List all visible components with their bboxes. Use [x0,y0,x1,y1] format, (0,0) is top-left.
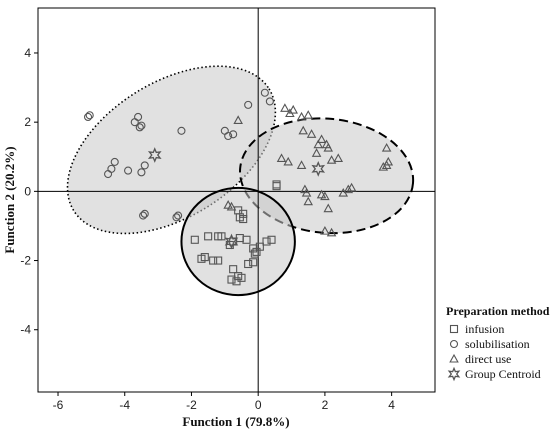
point-solubilisation [244,100,253,109]
legend: Preparation method infusionsolubilisatio… [446,304,550,382]
x-tick-label: 4 [388,398,395,412]
point-direct-use [323,203,334,213]
point-solubilisation [139,211,148,220]
legend-label: Group Centroid [465,367,541,381]
point-solubilisation [265,97,274,106]
point-direct-use [306,129,317,138]
y-axis-label: Function 2 (20.2%) [2,146,17,253]
point-solubilisation [229,130,238,139]
x-axis-label: Function 1 (79.8%) [182,414,289,429]
point-solubilisation [85,111,94,120]
centroid-direct-use [311,160,326,177]
y-tick-label: -4 [20,323,31,337]
point-infusion [239,214,248,224]
point-solubilisation [224,131,233,141]
point-direct-use [280,103,290,112]
data-points [83,88,394,286]
point-infusion [232,277,241,286]
y-tick-label: -2 [20,254,31,268]
point-solubilisation [137,168,146,177]
legend-marker-circle [449,339,459,349]
point-infusion [255,242,264,251]
point-infusion [190,235,199,244]
centroid-infusion [224,233,239,250]
point-infusion [214,256,223,265]
point-infusion [217,232,226,241]
point-direct-use [378,162,389,171]
point-direct-use [301,187,312,197]
point-solubilisation [177,126,186,135]
legend-label: solubilisation [465,337,530,351]
point-direct-use [296,111,307,121]
point-direct-use [283,156,293,166]
point-direct-use [288,104,298,114]
x-tick-label: 0 [255,398,262,412]
point-solubilisation [130,118,139,127]
point-infusion [197,254,206,263]
point-infusion [227,275,236,284]
point-direct-use [338,187,349,197]
point-direct-use [320,226,330,235]
y-tick-label: 2 [24,115,31,129]
legend-label: infusion [465,322,504,336]
point-infusion [249,258,258,267]
legend-marker-square [449,324,459,334]
legend-marker-star [447,366,461,382]
point-solubilisation [140,161,149,170]
point-solubilisation [124,166,133,175]
point-solubilisation [140,209,149,218]
point-direct-use [296,160,307,169]
point-solubilisation [260,88,269,97]
point-solubilisation [135,123,144,132]
point-infusion [229,265,238,274]
point-direct-use [326,155,337,164]
legend-label: direct use [465,352,511,366]
point-direct-use [323,142,334,152]
point-solubilisation [104,170,113,179]
point-direct-use [381,142,392,152]
point-direct-use [303,110,314,119]
x-tick-label: -2 [186,398,197,412]
point-solubilisation [83,112,93,122]
point-direct-use [311,148,322,157]
point-infusion [244,259,253,269]
point-infusion [242,235,251,244]
point-direct-use [333,153,344,163]
point-direct-use [343,184,354,194]
point-solubilisation [110,157,119,166]
point-infusion [262,237,271,246]
point-infusion [272,180,281,189]
point-infusion [209,256,218,265]
point-direct-use [276,153,287,163]
point-direct-use [303,196,314,206]
point-infusion [204,232,213,241]
centroid-solubilisation [147,147,162,163]
x-axis-ticks: -6 -4 -2 0 2 4 [53,392,395,412]
group-centroids [147,147,326,250]
point-solubilisation [137,121,146,130]
point-infusion [267,235,276,244]
x-tick-label: 2 [322,398,329,412]
point-direct-use [226,201,237,211]
point-direct-use [316,134,327,144]
x-tick-label: -4 [119,398,130,412]
point-direct-use [298,125,309,135]
point-solubilisation [172,213,181,222]
x-tick-label: -6 [53,398,64,412]
point-solubilisation [174,211,183,220]
point-direct-use [326,227,337,237]
y-tick-label: 4 [24,46,31,60]
legend-marker-triangle [449,353,459,363]
point-direct-use [320,191,330,201]
y-tick-label: 0 [24,184,31,198]
legend-title: Preparation method [446,304,550,318]
reference-lines [38,8,435,392]
point-direct-use [233,115,243,124]
point-direct-use [313,139,324,149]
y-axis-ticks: -4 -2 0 2 4 [20,46,38,337]
point-infusion [250,249,259,258]
